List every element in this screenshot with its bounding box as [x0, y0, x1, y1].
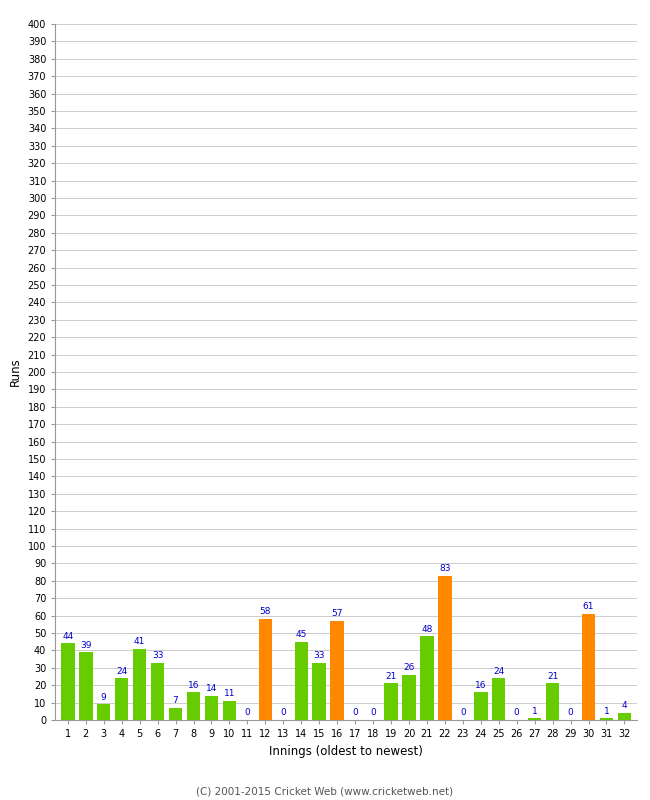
Text: 21: 21	[547, 672, 558, 681]
X-axis label: Innings (oldest to newest): Innings (oldest to newest)	[269, 745, 423, 758]
Bar	[133, 649, 146, 720]
Text: 0: 0	[352, 708, 358, 718]
Bar	[420, 637, 434, 720]
Text: 0: 0	[460, 708, 465, 718]
Text: 48: 48	[421, 625, 433, 634]
Bar	[115, 678, 129, 720]
Bar	[61, 643, 75, 720]
Bar	[259, 619, 272, 720]
Bar	[330, 621, 344, 720]
Bar	[79, 652, 92, 720]
Text: 61: 61	[583, 602, 594, 611]
Bar	[151, 662, 164, 720]
Bar	[474, 692, 488, 720]
Text: 57: 57	[332, 610, 343, 618]
Bar	[618, 713, 631, 720]
Text: (C) 2001-2015 Cricket Web (www.cricketweb.net): (C) 2001-2015 Cricket Web (www.cricketwe…	[196, 786, 454, 796]
Bar	[492, 678, 506, 720]
Text: 0: 0	[514, 708, 519, 718]
Text: 7: 7	[173, 696, 179, 706]
Text: 45: 45	[296, 630, 307, 639]
Text: 26: 26	[403, 663, 415, 672]
Text: 1: 1	[604, 706, 609, 716]
Bar	[600, 718, 613, 720]
Text: 16: 16	[475, 681, 487, 690]
Text: 11: 11	[224, 690, 235, 698]
Text: 21: 21	[385, 672, 396, 681]
Bar	[313, 662, 326, 720]
Y-axis label: Runs: Runs	[9, 358, 22, 386]
Bar	[169, 708, 182, 720]
Bar	[402, 674, 416, 720]
Text: 1: 1	[532, 706, 538, 716]
Text: 0: 0	[567, 708, 573, 718]
Bar	[528, 718, 541, 720]
Text: 39: 39	[80, 641, 92, 650]
Text: 16: 16	[188, 681, 200, 690]
Text: 24: 24	[116, 666, 127, 676]
Text: 83: 83	[439, 564, 450, 573]
Text: 33: 33	[152, 651, 163, 660]
Text: 24: 24	[493, 666, 504, 676]
Text: 14: 14	[206, 684, 217, 693]
Text: 0: 0	[280, 708, 286, 718]
Text: 33: 33	[313, 651, 325, 660]
Text: 9: 9	[101, 693, 107, 702]
Bar	[384, 683, 398, 720]
Bar	[546, 683, 560, 720]
Text: 41: 41	[134, 637, 146, 646]
Bar	[438, 575, 452, 720]
Bar	[97, 704, 110, 720]
Text: 0: 0	[244, 708, 250, 718]
Text: 58: 58	[259, 607, 271, 617]
Text: 4: 4	[621, 702, 627, 710]
Text: 0: 0	[370, 708, 376, 718]
Bar	[294, 642, 308, 720]
Bar	[223, 701, 236, 720]
Bar	[187, 692, 200, 720]
Bar	[205, 696, 218, 720]
Text: 44: 44	[62, 632, 73, 641]
Bar	[582, 614, 595, 720]
